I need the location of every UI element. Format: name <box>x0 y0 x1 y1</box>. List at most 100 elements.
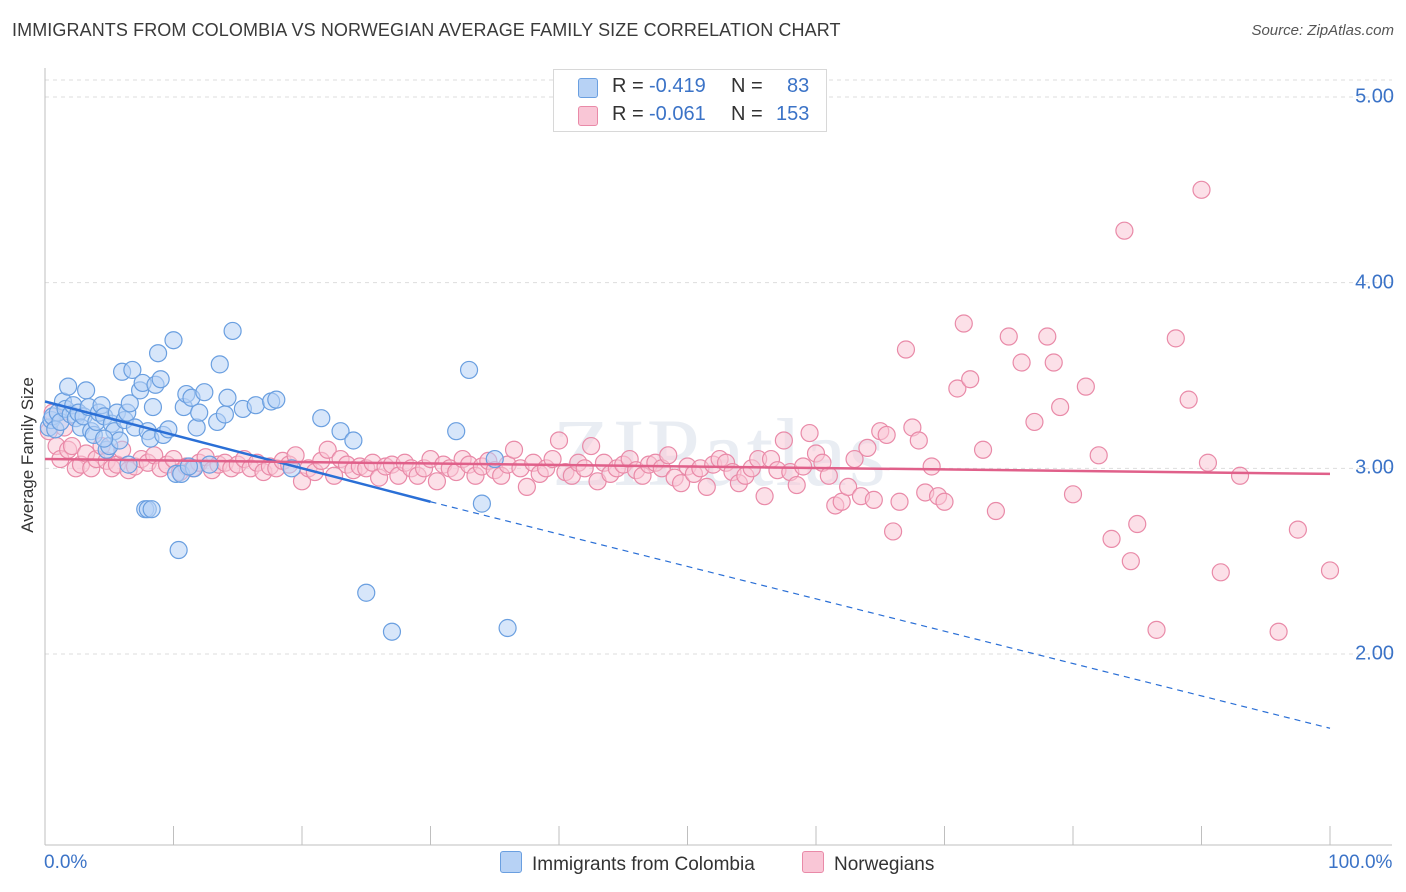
data-point-norwegians <box>1012 353 1031 372</box>
data-point-norwegians <box>935 492 954 511</box>
data-point-norwegians <box>549 431 569 450</box>
x-tick-max: 100.0% <box>1328 852 1393 873</box>
stats-swatch-norwegians <box>578 106 598 126</box>
legend-item-norwegians[interactable]: Norwegians <box>802 851 934 876</box>
data-point-colombia <box>267 390 286 409</box>
data-point-norwegians <box>1198 453 1218 472</box>
data-point-colombia <box>179 457 199 476</box>
data-point-colombia <box>357 583 376 602</box>
stats-n-value: 83 <box>787 75 810 97</box>
source-label: Source: ZipAtlas.com <box>1251 22 1394 39</box>
data-point-colombia <box>447 422 466 441</box>
legend-label-norwegians: Norwegians <box>834 854 935 875</box>
data-point-colombia <box>195 383 214 402</box>
data-point-colombia <box>459 360 479 380</box>
data-point-colombia <box>331 422 350 441</box>
data-point-norwegians <box>864 490 883 509</box>
data-point-colombia <box>498 618 517 638</box>
data-point-norwegians <box>504 440 524 459</box>
data-point-norwegians <box>517 477 536 496</box>
data-point-norwegians <box>1320 561 1340 580</box>
stats-r-value: -0.061 <box>649 103 706 125</box>
data-point-norwegians <box>948 379 967 398</box>
data-point-norwegians <box>787 475 806 495</box>
data-point-norwegians <box>877 425 896 445</box>
data-point-colombia <box>344 431 363 450</box>
data-point-norwegians <box>1192 180 1211 199</box>
data-point-norwegians <box>1115 221 1134 240</box>
stats-n-label: N = <box>731 75 763 97</box>
data-point-colombia <box>143 397 163 417</box>
data-point-norwegians <box>774 431 793 450</box>
stats-row-colombia: R = -0.419 N = 83 <box>554 73 826 101</box>
data-point-colombia <box>169 540 188 560</box>
data-point-norwegians <box>427 472 447 491</box>
stats-n-label: N = <box>731 103 763 125</box>
data-point-norwegians <box>909 431 928 450</box>
data-point-norwegians <box>1051 397 1070 417</box>
stats-n-value: 153 <box>776 103 810 125</box>
data-point-norwegians <box>794 457 813 476</box>
data-point-norwegians <box>973 440 993 459</box>
trend-line-colombia-extension <box>430 501 1331 729</box>
data-point-norwegians <box>671 474 691 493</box>
data-point-colombia <box>382 622 402 641</box>
data-point-colombia <box>246 396 265 415</box>
data-point-colombia <box>223 321 242 341</box>
x-tick-min: 0.0% <box>44 852 88 873</box>
data-point-colombia <box>123 360 142 380</box>
data-point-norwegians <box>1038 327 1057 346</box>
axes <box>44 68 1392 846</box>
data-point-norwegians <box>1063 485 1083 504</box>
data-point-norwegians <box>839 477 858 496</box>
data-point-norwegians <box>1025 412 1044 432</box>
trend-line-colombia <box>44 400 431 503</box>
data-point-norwegians <box>800 423 819 443</box>
data-point-colombia <box>164 331 183 350</box>
stats-r-label: R = <box>612 103 644 125</box>
data-point-norwegians <box>961 370 980 389</box>
data-point-norwegians <box>986 501 1006 521</box>
data-point-norwegians <box>62 436 82 456</box>
data-point-norwegians <box>1211 563 1230 582</box>
data-point-colombia <box>59 377 78 396</box>
legend-label-colombia: Immigrants from Colombia <box>532 854 755 875</box>
data-point-norwegians <box>1269 622 1288 641</box>
data-point-norwegians <box>697 477 716 496</box>
data-point-colombia <box>472 494 491 513</box>
data-point-colombia <box>215 405 234 424</box>
data-point-colombia <box>312 409 331 428</box>
trend-lines <box>44 400 1331 729</box>
data-point-norwegians <box>1089 446 1108 465</box>
data-point-norwegians <box>1121 552 1140 571</box>
legend-item-colombia[interactable]: Immigrants from Colombia <box>500 851 755 876</box>
data-point-norwegians <box>890 492 909 511</box>
data-point-colombia <box>151 370 170 389</box>
y-tick-label: 4.00 <box>1355 271 1394 294</box>
data-point-colombia <box>77 381 96 400</box>
data-point-norwegians <box>954 314 973 333</box>
stats-swatch-colombia <box>578 78 598 98</box>
data-point-norwegians <box>755 487 774 506</box>
data-point-norwegians <box>582 436 601 456</box>
data-point-norwegians <box>1128 514 1147 534</box>
trend-line-norwegians <box>44 457 1331 476</box>
data-point-norwegians <box>318 440 337 459</box>
data-point-norwegians <box>896 340 916 359</box>
data-point-colombia <box>200 455 219 474</box>
data-point-norwegians <box>575 459 594 478</box>
data-point-colombia <box>142 500 161 519</box>
data-point-norwegians <box>1179 390 1198 409</box>
data-point-colombia <box>120 394 139 413</box>
data-point-norwegians <box>1147 620 1166 639</box>
data-point-colombia <box>210 355 229 374</box>
data-point-norwegians <box>1230 466 1250 485</box>
data-point-norwegians <box>1288 520 1307 539</box>
data-point-norwegians <box>1102 529 1121 548</box>
data-point-norwegians <box>819 466 838 485</box>
stats-row-norwegians: R = -0.061 N = 153 <box>554 101 826 129</box>
data-point-norwegians <box>1044 353 1063 372</box>
stats-r-label: R = <box>612 75 644 97</box>
data-point-colombia <box>119 455 138 474</box>
